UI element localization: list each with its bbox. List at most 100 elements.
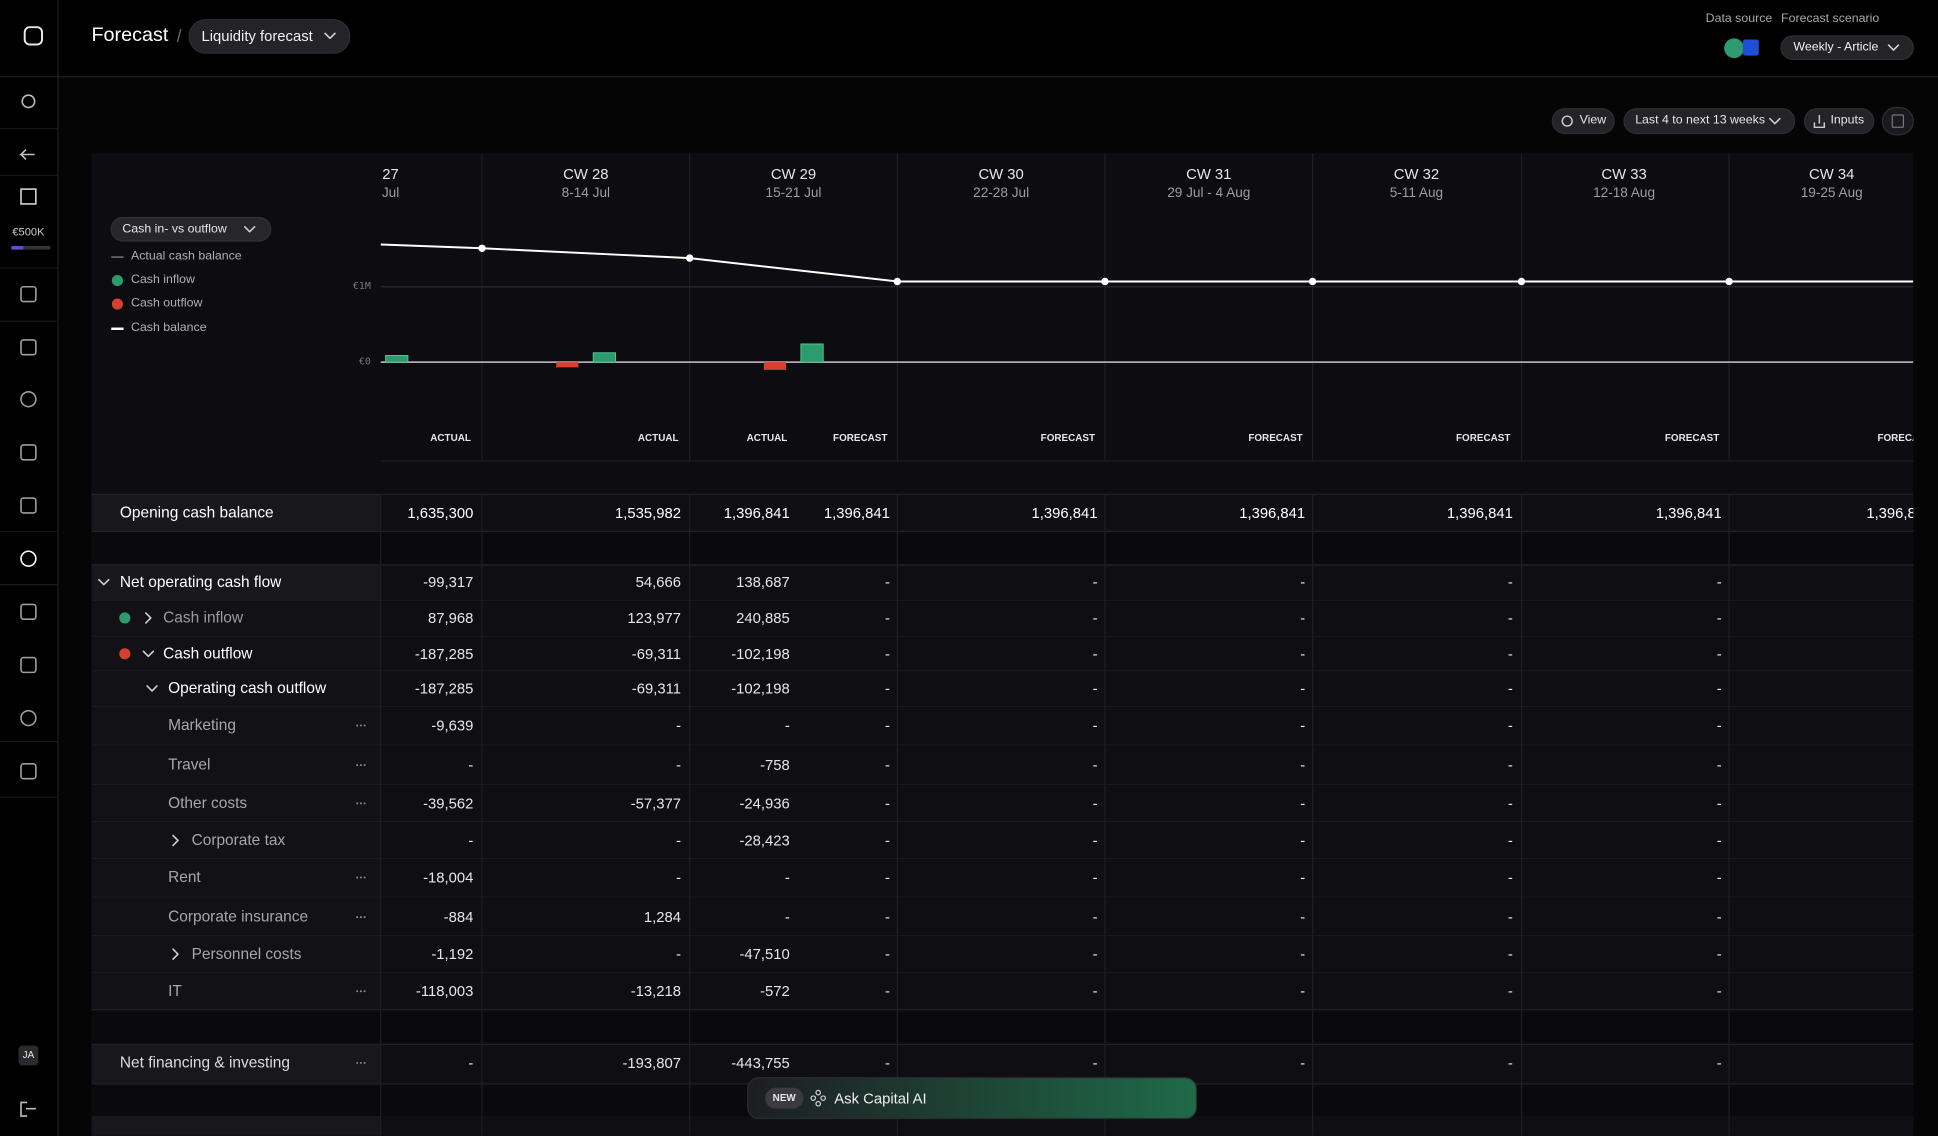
ai-icon (810, 1095, 817, 1102)
cell-value: - (884, 982, 890, 1000)
nav-icon[interactable] (20, 603, 37, 621)
row-menu-dot[interactable] (359, 990, 362, 993)
row-label[interactable]: Cash outflow (163, 644, 253, 663)
row-value-cells (380, 636, 1914, 672)
cell-value: -57,377 (630, 794, 682, 813)
avatar-initials[interactable]: JA (22, 1049, 35, 1061)
cell-value: - (1300, 945, 1306, 963)
cell-value: - (1300, 908, 1306, 926)
cell-value: - (1092, 716, 1098, 735)
row-menu-dot[interactable] (359, 764, 362, 767)
row-label[interactable]: Operating cash outflow (168, 679, 327, 697)
inputs-button-label[interactable]: Inputs (1830, 113, 1865, 128)
cell-value: 1,284 (643, 908, 682, 926)
logout-icon[interactable] (20, 1101, 28, 1117)
cell-value: 1,396,841 (1446, 504, 1513, 522)
row-menu-dot[interactable] (356, 876, 359, 879)
row-menu-dot[interactable] (356, 764, 359, 767)
cell-value: - (676, 945, 682, 963)
cell-value: - (1300, 716, 1306, 735)
back-icon[interactable] (19, 148, 35, 161)
data-source-icon[interactable] (1742, 39, 1759, 56)
logo[interactable] (23, 26, 44, 46)
range-dropdown-label[interactable]: Last 4 to next 13 weeks (1635, 113, 1766, 128)
row-menu-dot[interactable] (363, 724, 366, 727)
row-menu-dot[interactable] (359, 724, 362, 727)
legend-swatch (111, 298, 123, 310)
outflow-bar (763, 362, 787, 370)
ask-ai-bar[interactable] (747, 1077, 1198, 1120)
row-value-cells (380, 706, 1914, 746)
cell-value: - (1300, 756, 1306, 774)
cell-value: 87,968 (428, 609, 474, 627)
cell-value: -102,198 (731, 679, 790, 698)
row-label-cell (91, 745, 381, 785)
row-menu-dot[interactable] (363, 764, 366, 767)
row-menu-dot[interactable] (356, 802, 359, 805)
export-button[interactable] (1881, 106, 1914, 136)
data-source-icon[interactable] (1724, 38, 1744, 59)
cell-value: 240,885 (736, 609, 790, 627)
bank-icon[interactable] (20, 188, 37, 205)
cell-value: -99,317 (423, 573, 474, 591)
column-dates: 15-21 Jul (765, 186, 822, 201)
cell-value: - (1300, 868, 1306, 887)
row-menu-dot[interactable] (363, 876, 366, 879)
row-label[interactable]: Personnel costs (191, 945, 302, 963)
cell-value: - (676, 868, 682, 887)
row-menu-dot[interactable] (359, 1061, 362, 1064)
forecast-dropdown-label[interactable]: Liquidity forecast (201, 27, 313, 45)
row-label[interactable]: Corporate tax (191, 831, 286, 849)
row-value-cells (380, 784, 1914, 822)
scenario-dropdown-label[interactable]: Weekly - Article (1793, 40, 1879, 54)
nav-icon[interactable] (20, 709, 37, 727)
row-label[interactable]: Net operating cash flow (119, 573, 282, 591)
forecast-dropdown[interactable] (188, 19, 351, 54)
row-color-dot (119, 612, 131, 624)
row-menu-dot[interactable] (359, 876, 362, 879)
scenario-dropdown[interactable] (1780, 35, 1914, 60)
data-source-label: Data source (1705, 12, 1773, 26)
nav-icon[interactable] (20, 763, 37, 780)
row-menu-dot[interactable] (363, 1061, 366, 1064)
avatar[interactable] (18, 1045, 39, 1066)
row-menu-dot[interactable] (359, 802, 362, 805)
nav-icon[interactable] (20, 444, 37, 461)
ask-ai-label[interactable]: Ask Capital AI (834, 1089, 927, 1107)
cell-value: 1,635,300 (407, 504, 474, 522)
nav-icon[interactable] (20, 339, 37, 356)
legend-dropdown[interactable] (110, 216, 272, 242)
cell-value: - (1300, 982, 1306, 1000)
row-menu-dot[interactable] (356, 990, 359, 993)
legend-dropdown-label[interactable]: Cash in- vs outflow (122, 221, 227, 236)
view-button-label[interactable]: View (1579, 113, 1607, 128)
nav-icon[interactable] (20, 285, 37, 303)
view-button[interactable] (1551, 108, 1615, 135)
search-icon[interactable] (21, 94, 36, 109)
cell-value: - (1507, 1054, 1513, 1072)
row-menu-dot[interactable] (363, 802, 366, 805)
row-menu-dot[interactable] (363, 990, 366, 993)
row-menu-dot[interactable] (356, 724, 359, 727)
cell-value: -572 (760, 982, 790, 1000)
nav-icon[interactable] (20, 390, 37, 408)
cell-value: -443,755 (731, 1054, 790, 1072)
column-dates: 29 Jul - 4 Aug (1167, 186, 1251, 201)
nav-icon[interactable] (20, 656, 37, 674)
row-label[interactable]: Cash inflow (163, 609, 244, 627)
cell-value: - (1507, 716, 1513, 735)
row-menu-dot[interactable] (356, 1061, 359, 1064)
new-badge-label: NEW (772, 1091, 796, 1104)
cell-value: - (1300, 573, 1306, 591)
cell-value: -28,423 (739, 831, 790, 850)
nav-icon[interactable] (20, 497, 37, 514)
nav-icon[interactable] (20, 550, 37, 567)
row-menu-dot[interactable] (363, 916, 366, 919)
row-menu-dot[interactable] (356, 916, 359, 919)
cell-value: - (1716, 982, 1722, 1000)
cell-value: 1,396,841 (723, 504, 790, 522)
cell-value: - (1507, 868, 1513, 887)
row-menu-dot[interactable] (359, 916, 362, 919)
chart-background (91, 153, 1914, 495)
range-dropdown[interactable] (1623, 108, 1796, 135)
